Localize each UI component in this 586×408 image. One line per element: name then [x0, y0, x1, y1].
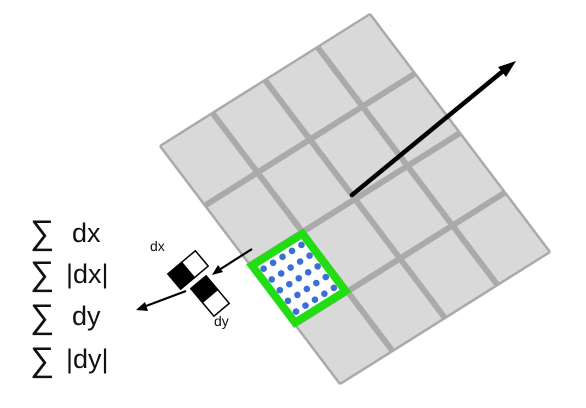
sum-symbol: ∑ — [30, 341, 54, 379]
sample-point — [322, 273, 330, 281]
sample-point — [284, 297, 292, 305]
sample-point — [286, 280, 293, 288]
sample-point — [269, 259, 277, 267]
sample-point — [313, 279, 320, 287]
sum-item-abs-dy: |dy| — [66, 344, 109, 374]
sum-abs-dy: ∑ |dy| — [30, 341, 109, 379]
haar-wavelet-dy — [189, 274, 231, 318]
sum-symbol: ∑ — [30, 214, 54, 252]
grid-line — [203, 70, 417, 209]
wavelet-dy-label: dy — [214, 313, 229, 329]
sample-point — [277, 270, 285, 277]
haar-dx-white-half — [180, 249, 210, 279]
sample-point — [303, 285, 311, 293]
sum-item-dy: dy — [72, 301, 101, 331]
highlighted-subregion — [246, 228, 352, 328]
sample-point — [311, 296, 319, 303]
sample-point — [330, 284, 338, 292]
sample-point — [260, 265, 267, 273]
feature-sums: ∑ dx ∑ |dx| ∑ dy ∑ |dy| — [30, 214, 109, 379]
descriptor-grid — [159, 12, 551, 386]
sum-dy: ∑ dy — [30, 298, 101, 336]
sum-dx: ∑ dx — [30, 214, 101, 252]
sum-abs-dx: ∑ |dx| — [30, 255, 109, 293]
sample-point — [287, 264, 294, 271]
orientation-arrow — [349, 61, 516, 198]
sample-point — [296, 258, 304, 265]
sample-point — [294, 291, 301, 299]
sum-symbol: ∑ — [30, 255, 54, 293]
sample-point — [302, 302, 309, 309]
sum-symbol: ∑ — [30, 298, 54, 336]
cell-to-wavelet-arrow — [212, 248, 253, 275]
sample-point — [304, 269, 312, 276]
sample-point — [298, 241, 305, 249]
sample-point — [279, 253, 286, 261]
sum-item-dx: dx — [72, 218, 101, 248]
wavelet-dx-label: dx — [150, 238, 165, 254]
sample-point — [306, 252, 313, 259]
sample-point — [295, 274, 303, 282]
sample-point — [314, 263, 321, 270]
sum-item-abs-dx: |dx| — [66, 259, 109, 289]
sample-point — [321, 290, 328, 298]
sample-point — [268, 276, 276, 283]
haar-dy-white-half — [201, 288, 231, 318]
sample-point — [292, 308, 300, 315]
sample-point — [288, 247, 296, 255]
sample-point — [276, 286, 284, 294]
grid-line — [159, 12, 371, 148]
haar-wavelet-dx — [166, 249, 210, 291]
wavelet-to-sums-arrow — [136, 289, 187, 311]
grid-line — [339, 250, 551, 386]
